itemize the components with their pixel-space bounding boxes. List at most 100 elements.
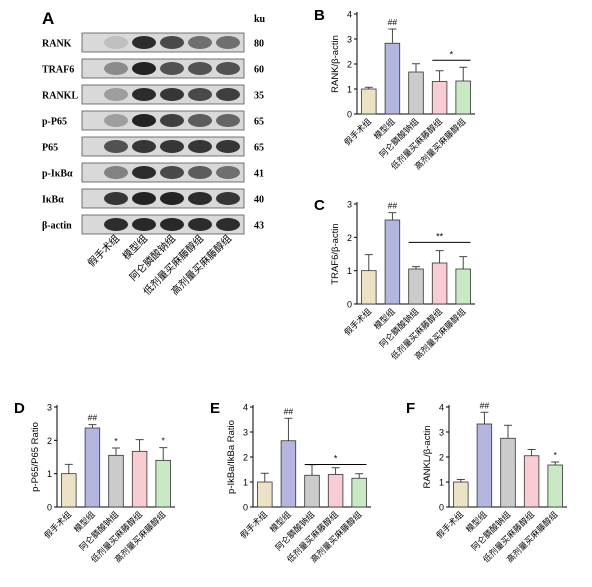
bar [351,477,367,508]
blot-band [104,140,128,153]
blot-band [188,114,212,127]
blot-protein-label: TRAF6 [42,65,74,76]
blot-band [160,88,184,101]
blot-band [216,218,240,231]
y-tick-label: 0 [47,503,52,513]
blot-band [188,140,212,153]
chart-rankl-panel: F01234RANKL/β-actin##*假手术组模型组阿仑膦酸钠组低剂量买麻… [406,400,567,565]
blot-band [132,218,156,231]
panel-letter: B [314,7,325,24]
bar [108,454,124,508]
y-axis-label: p-P65/P65 Ratio [30,422,41,492]
blot-band [160,192,184,205]
x-tick-label: 假手术组 [238,509,270,541]
blot-band [132,114,156,127]
blot-band [132,192,156,205]
y-tick-label: 1 [439,478,444,488]
x-tick-label: 假手术组 [434,509,466,541]
bar [408,268,424,305]
y-tick-label: 4 [347,10,352,20]
y-axis-label: TRAF6/β-actin [330,223,341,284]
panel-letter: D [14,400,25,417]
blot-band [216,36,240,49]
bar [547,464,563,508]
y-tick-label: 4 [439,403,444,413]
blot-band [160,36,184,49]
y-tick-label: 3 [243,428,248,438]
blot-band [216,114,240,127]
y-tick-label: 2 [347,60,352,70]
y-tick-label: 1 [243,478,248,488]
x-tick-label: 假手术组 [342,306,374,338]
blot-kd-label: 43 [254,221,264,232]
blot-band [132,140,156,153]
blot-band [216,166,240,179]
blot-kd-label: 40 [254,195,264,206]
y-tick-label: 3 [347,35,352,45]
bar [455,80,471,115]
blot-protein-label: p-P65 [42,117,67,128]
bar [155,459,171,508]
y-tick-label: 0 [439,503,444,513]
x-tick-label: 假手术组 [42,509,74,541]
blot-band [104,62,128,75]
blot-band [188,88,212,101]
bar [453,481,469,508]
y-axis-label: RANKL/β-actin [422,425,433,488]
bracket-mark: * [450,49,454,59]
blot-band [132,36,156,49]
y-axis-label: p-IkBa/IkBa Ratio [226,420,237,494]
blot-band [188,62,212,75]
blot-kd-label: 80 [254,39,264,50]
y-tick-label: 2 [439,453,444,463]
blot-band [216,88,240,101]
blot-band [188,218,212,231]
bar [327,474,344,508]
significance-mark: ## [388,201,398,211]
y-tick-label: 0 [347,110,352,120]
panel-letter: F [406,400,415,417]
blot-kd-label: 35 [254,91,264,102]
blot-band [188,166,212,179]
blot-band [132,166,156,179]
bar [84,427,101,508]
bar [476,423,493,508]
panel-letter: C [314,197,325,214]
blot-band [160,62,184,75]
y-tick-label: 1 [347,266,352,276]
bar [384,42,401,115]
bar [431,81,448,115]
blot-band [160,140,184,153]
significance-mark: ## [388,17,398,27]
significance-mark: ## [88,413,98,423]
significance-mark: ## [284,406,294,416]
bracket-mark: ** [436,231,444,241]
blot-band [216,140,240,153]
blot-band [188,192,212,205]
y-tick-label: 2 [347,233,352,243]
blot-kd-label: 60 [254,65,264,76]
significance-mark: ## [480,400,490,410]
significance-mark: * [162,436,166,446]
blot-protein-label: p-IκBα [42,169,73,180]
bar [384,219,401,305]
y-tick-label: 1 [47,469,52,479]
blot-band [160,218,184,231]
bar [523,455,540,508]
blot-band [132,62,156,75]
blot-protein-label: RANK [42,39,72,50]
significance-mark: * [554,450,558,460]
blot-band [216,192,240,205]
blot-kd-label: 65 [254,117,264,128]
bar [304,474,320,508]
bar [257,481,273,508]
y-tick-label: 3 [347,200,352,210]
blot-band [160,166,184,179]
blot-band [104,114,128,127]
bar [61,473,77,508]
bar [131,450,148,508]
blot-protein-label: P65 [42,143,58,154]
y-axis-label: RANK/β-actin [330,35,341,93]
